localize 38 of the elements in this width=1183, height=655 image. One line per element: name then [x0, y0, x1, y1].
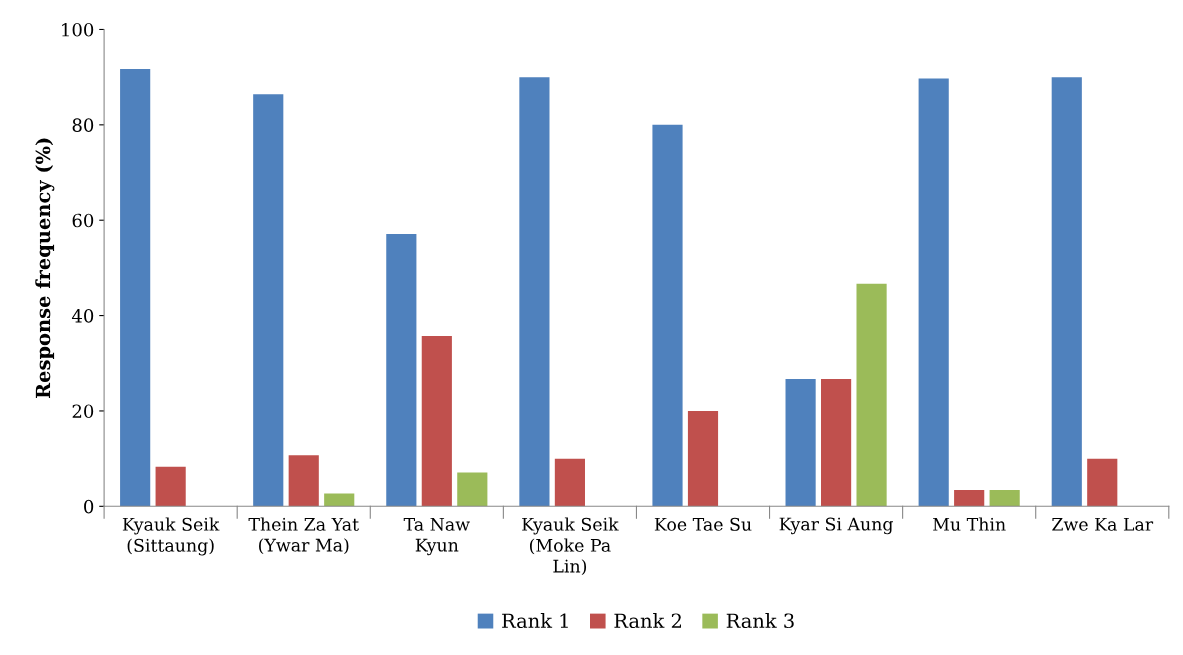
bar	[386, 234, 417, 507]
y-tick-label: 0	[84, 499, 94, 514]
x-tick-label: Koe Tae Su	[654, 517, 752, 531]
y-axis-title: Response frequency (%)	[35, 138, 55, 399]
bar	[687, 410, 719, 507]
bar	[120, 69, 151, 507]
x-tick-label: Thein Za Yat (Ywar Ma)	[248, 517, 359, 555]
bar	[155, 466, 186, 507]
legend-label: Rank 2	[614, 613, 681, 629]
bar	[324, 493, 355, 507]
x-tick-label: Kyar Si Aung	[779, 517, 893, 535]
bar	[856, 283, 887, 507]
bar	[954, 490, 985, 507]
x-tick-label: Zwe Ka Lar	[1052, 517, 1154, 531]
bar	[785, 379, 816, 507]
bar	[519, 77, 550, 507]
bar	[652, 124, 683, 507]
x-tick-label: Mu Thin	[933, 517, 1006, 531]
bar	[554, 458, 585, 507]
legend-label: Rank 1	[502, 613, 568, 629]
bar	[457, 472, 488, 507]
y-tick-label: 80	[72, 118, 94, 132]
y-tick-label: 100	[62, 22, 94, 37]
x-tick-label: Kyauk Seik (Sittaung)	[122, 517, 220, 556]
y-tick-label: 40	[71, 309, 94, 323]
bar	[253, 94, 284, 507]
bar	[421, 336, 452, 507]
y-tick-label: 60	[72, 213, 94, 228]
legend-label: Rank 3	[726, 613, 794, 629]
bar	[989, 490, 1020, 507]
bar	[288, 455, 319, 507]
bar	[821, 379, 852, 507]
bar	[1087, 458, 1118, 507]
x-tick-label: Kyauk Seik (Moke Pa Lin)	[522, 517, 619, 576]
x-tick-label: Ta Naw Kyun	[403, 517, 470, 556]
bar	[1051, 77, 1082, 507]
y-tick-label: 20	[72, 404, 94, 419]
bar	[918, 78, 949, 507]
